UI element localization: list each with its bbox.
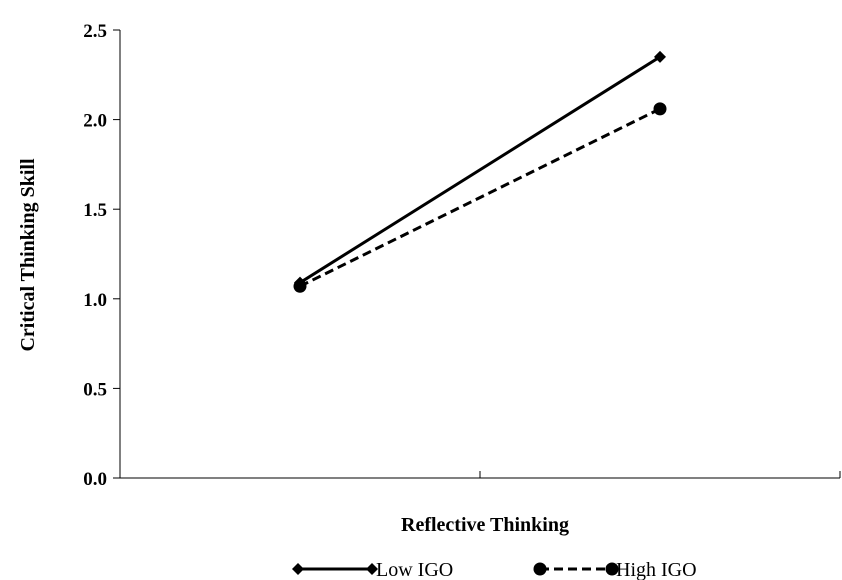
y-axis: 0.0 0.5 1.0 1.5 2.0 2.5 (83, 21, 121, 490)
y-tick-label: 1.5 (83, 200, 107, 221)
x-axis-title: Reflective Thinking (401, 514, 569, 536)
data-point (293, 279, 307, 293)
y-tick-label: 2.0 (83, 111, 107, 132)
legend-label: Low IGO (376, 559, 453, 580)
legend-marker (292, 563, 304, 575)
legend-item: Low IGO (292, 559, 453, 580)
plot-series (293, 50, 667, 293)
legend-item: High IGO (533, 559, 697, 580)
y-tick-label: 2.5 (83, 21, 107, 42)
series-line (299, 55, 661, 284)
legend-marker (366, 563, 378, 575)
data-point (654, 50, 666, 63)
legend-marker (533, 562, 547, 576)
y-tick-label: 0.0 (83, 469, 107, 490)
x-axis (119, 471, 841, 479)
legend-label: High IGO (616, 559, 697, 580)
legend: Low IGO High IGO (292, 559, 697, 580)
series-high-igo (293, 102, 667, 293)
y-tick-label: 0.5 (83, 379, 107, 400)
legend-marker (605, 562, 619, 576)
series-line (299, 107, 661, 288)
series-low-igo (294, 50, 666, 289)
y-axis-title: Critical Thinking Skill (17, 158, 39, 351)
data-point (653, 102, 667, 116)
y-tick-label: 1.0 (83, 290, 107, 311)
